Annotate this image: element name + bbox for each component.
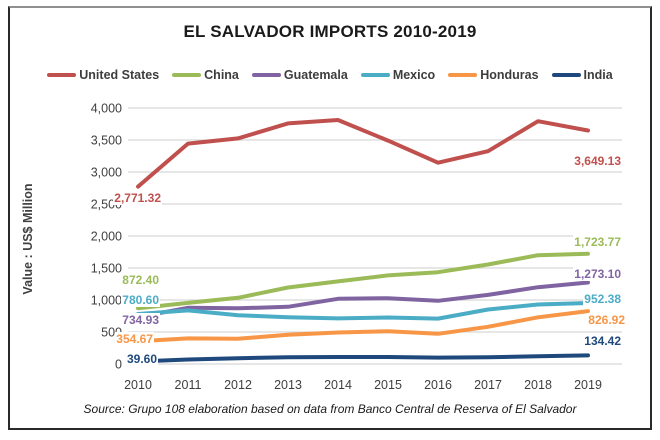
y-tick-label: 0 [115, 358, 122, 372]
series-line-mexico [136, 301, 590, 321]
x-tick-label: 2016 [424, 378, 452, 392]
legend-label: India [583, 68, 613, 82]
legend-swatch-icon [47, 72, 77, 78]
series-line-india [136, 353, 590, 364]
legend-item-mexico: Mexico [360, 68, 436, 82]
legend-label: China [204, 68, 239, 82]
x-tick-label: 2019 [574, 378, 602, 392]
value-label-end-mexico: 952.38 [583, 292, 622, 306]
y-tick-label: 1,000 [91, 294, 122, 308]
chart-frame: EL SALVADOR IMPORTS 2010-2019 United Sta… [8, 6, 652, 430]
x-tick-label: 2012 [224, 378, 252, 392]
series-line-honduras [136, 309, 590, 344]
legend-swatch-icon [251, 72, 281, 78]
legend-label: United States [79, 68, 160, 82]
y-tick-label: 3,500 [91, 134, 122, 148]
value-label-end-guatemala: 1,273.10 [573, 267, 622, 281]
legend-swatch-icon [551, 72, 581, 78]
y-tick-label: 3,000 [91, 166, 122, 180]
y-tick-label: 2,000 [91, 230, 122, 244]
value-label-end-honduras: 826.92 [587, 313, 626, 327]
x-tick-label: 2014 [324, 378, 352, 392]
legend-swatch-icon [172, 72, 202, 78]
x-tick-label: 2010 [124, 378, 152, 392]
legend-label: Mexico [392, 68, 436, 82]
y-tick-label: 4,000 [91, 102, 122, 116]
legend-swatch-icon [448, 72, 478, 78]
legend-item-united-states: United States [47, 68, 159, 82]
legend-item-guatemala: Guatemala [251, 68, 348, 82]
series-line-guatemala [136, 280, 590, 319]
legend-label: Honduras [480, 68, 539, 82]
legend: United States China Guatemala Mexico Hondura… [10, 68, 650, 82]
y-axis-title: Value : US$ Million [21, 183, 35, 295]
value-label-end-india: 134.42 [583, 334, 622, 348]
value-label-start-india: 39.60 [125, 352, 158, 366]
value-label-end-china: 1,723.77 [573, 235, 622, 249]
x-tick-label: 2017 [474, 378, 502, 392]
y-tick-label: 1,500 [91, 262, 122, 276]
value-label-start-united-states: 2,771.32 [113, 191, 162, 205]
legend-swatch-icon [360, 72, 390, 78]
x-tick-label: 2018 [524, 378, 552, 392]
x-tick-label: 2015 [374, 378, 402, 392]
legend-item-honduras: Honduras [448, 68, 539, 82]
value-label-start-guatemala: 734.93 [121, 313, 160, 327]
value-label-start-honduras: 354.67 [115, 332, 154, 346]
chart-title: EL SALVADOR IMPORTS 2010-2019 [183, 22, 477, 41]
source-note: Source: Grupo 108 elaboration based on d… [83, 402, 577, 416]
series-line-china [136, 251, 590, 311]
legend-label: Guatemala [283, 68, 348, 82]
legend-item-india: India [551, 68, 613, 82]
x-tick-label: 2013 [274, 378, 302, 392]
legend-item-china: China [172, 68, 239, 82]
plot-area: 05001,0001,5002,0002,5003,0003,5004,0002… [91, 102, 622, 392]
value-label-start-mexico: 780.60 [121, 293, 160, 307]
x-tick-label: 2011 [175, 378, 202, 392]
series-line-united-states [136, 118, 590, 189]
value-label-start-china: 872.40 [121, 273, 160, 287]
value-label-end-united-states: 3,649.13 [573, 154, 622, 168]
